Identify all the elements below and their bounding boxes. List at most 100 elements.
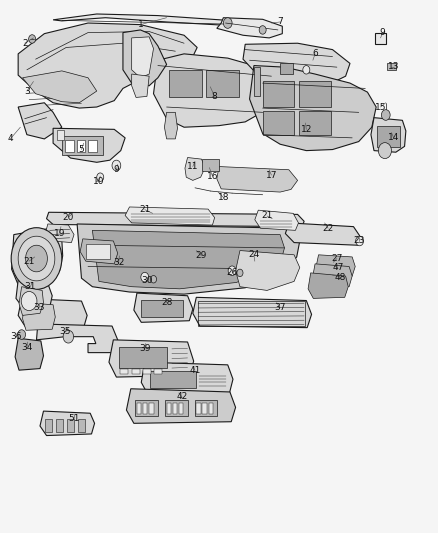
Polygon shape (250, 66, 376, 151)
Text: 5: 5 (78, 145, 85, 154)
Polygon shape (125, 207, 215, 225)
Polygon shape (12, 228, 63, 287)
Polygon shape (46, 212, 304, 227)
Circle shape (63, 330, 74, 343)
Text: 39: 39 (139, 344, 151, 353)
Polygon shape (22, 303, 55, 330)
Circle shape (11, 228, 62, 289)
Polygon shape (236, 251, 300, 290)
Text: 16: 16 (207, 172, 218, 181)
Circle shape (303, 66, 310, 74)
Bar (169, 70, 201, 98)
Circle shape (356, 236, 364, 246)
Text: 28: 28 (161, 298, 172, 307)
Text: 2: 2 (22, 39, 28, 48)
Bar (119, 348, 166, 368)
Bar (202, 402, 207, 414)
Bar (57, 131, 64, 140)
Text: 33: 33 (33, 303, 45, 312)
Polygon shape (387, 63, 396, 70)
Circle shape (223, 18, 232, 28)
Bar (299, 111, 331, 135)
Bar (206, 70, 239, 98)
Bar (88, 140, 97, 152)
Polygon shape (18, 298, 87, 329)
Polygon shape (255, 210, 298, 230)
Text: 8: 8 (212, 92, 218, 101)
Polygon shape (132, 74, 149, 98)
Bar (150, 370, 196, 387)
Polygon shape (134, 293, 193, 322)
Text: 1: 1 (138, 20, 143, 29)
Polygon shape (123, 30, 166, 86)
Bar (165, 400, 187, 416)
Text: 41: 41 (189, 366, 201, 375)
Circle shape (381, 110, 390, 120)
Bar (67, 419, 74, 432)
Text: 18: 18 (218, 193, 229, 202)
Circle shape (97, 173, 104, 181)
Text: 42: 42 (176, 392, 187, 401)
Bar (299, 82, 331, 107)
Text: 30: 30 (141, 276, 153, 285)
Bar (65, 140, 74, 152)
Polygon shape (19, 287, 43, 316)
Bar (263, 82, 294, 107)
Polygon shape (18, 103, 62, 139)
Bar (135, 400, 158, 416)
Polygon shape (77, 224, 300, 294)
Circle shape (259, 26, 266, 34)
Bar (179, 402, 183, 414)
Bar (196, 402, 201, 414)
Text: 47: 47 (332, 263, 343, 272)
Circle shape (18, 236, 55, 281)
Circle shape (18, 330, 25, 340)
Text: 22: 22 (322, 224, 334, 233)
Bar (173, 402, 177, 414)
Bar (208, 402, 213, 414)
Bar (254, 67, 261, 96)
Polygon shape (36, 324, 118, 353)
Polygon shape (371, 118, 406, 152)
Polygon shape (16, 280, 52, 310)
Polygon shape (185, 158, 205, 180)
Text: 35: 35 (60, 327, 71, 336)
Circle shape (141, 272, 149, 282)
Circle shape (237, 269, 243, 277)
Polygon shape (193, 297, 311, 328)
Polygon shape (109, 340, 194, 377)
Text: 17: 17 (265, 171, 277, 180)
Bar (62, 136, 103, 155)
Circle shape (378, 143, 392, 159)
Polygon shape (40, 411, 95, 435)
Bar (154, 368, 162, 374)
Text: 6: 6 (312, 50, 318, 58)
Bar (132, 368, 140, 374)
Polygon shape (141, 362, 233, 395)
Circle shape (228, 266, 236, 276)
Text: 4: 4 (7, 134, 13, 143)
Polygon shape (164, 112, 177, 139)
Text: 24: 24 (248, 251, 260, 260)
Bar (143, 368, 151, 374)
Bar (77, 140, 85, 152)
Text: 48: 48 (335, 273, 346, 281)
Bar (141, 300, 183, 317)
Bar (78, 419, 85, 432)
Polygon shape (312, 264, 352, 288)
Text: 21: 21 (261, 212, 273, 221)
Circle shape (112, 160, 121, 171)
Text: 51: 51 (68, 414, 80, 423)
Bar (45, 419, 52, 432)
Text: 7: 7 (277, 18, 283, 27)
Polygon shape (153, 54, 280, 127)
Bar (143, 402, 148, 414)
Text: 32: 32 (113, 258, 124, 266)
Text: 23: 23 (353, 237, 364, 246)
Text: 37: 37 (274, 303, 286, 312)
Bar (149, 402, 153, 414)
Circle shape (21, 292, 37, 311)
Polygon shape (217, 166, 297, 192)
Polygon shape (80, 239, 118, 264)
Polygon shape (15, 338, 43, 370)
